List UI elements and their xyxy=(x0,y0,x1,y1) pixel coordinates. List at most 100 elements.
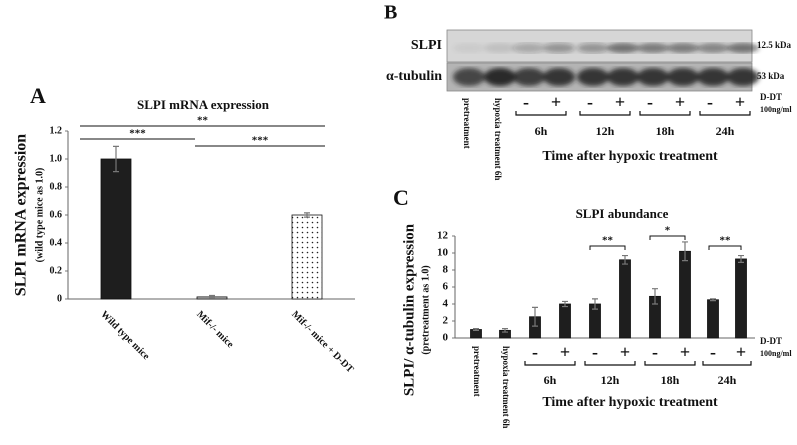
group-bracket xyxy=(515,111,567,116)
x-tick-label: + xyxy=(680,342,690,362)
blot-band xyxy=(607,68,639,86)
error-bar xyxy=(502,328,508,333)
group-bracket xyxy=(579,111,631,116)
blot-bands xyxy=(453,68,759,86)
group-label: 24h xyxy=(716,124,735,138)
bar xyxy=(707,299,719,339)
group-bracket xyxy=(702,361,752,366)
chart-title: SLPI abundance xyxy=(576,206,669,221)
error-bar xyxy=(682,241,688,262)
x-tick-label: - xyxy=(592,342,598,362)
blot-band xyxy=(697,68,729,86)
group-label: 18h xyxy=(656,124,675,138)
y-axis-label: SLPI mRNA expression xyxy=(13,134,30,296)
blot-band xyxy=(667,43,699,53)
x-tick-label: pretreatment xyxy=(472,346,482,397)
y-tick-label: 1.2 xyxy=(50,125,63,136)
blot-band xyxy=(453,43,485,53)
y-tick-label: 0 xyxy=(57,293,62,304)
significance-label: *** xyxy=(129,128,146,140)
blot-band xyxy=(607,43,639,53)
lane-label: pretreatment xyxy=(462,98,472,149)
bar xyxy=(100,158,132,300)
blot-band xyxy=(727,43,759,53)
x-axis-label: Time after hypoxic treatment xyxy=(542,395,718,410)
blot-bands xyxy=(453,43,759,53)
significance-line xyxy=(589,245,626,250)
significance-line xyxy=(708,245,742,250)
blot-band xyxy=(484,68,516,86)
group-bracket xyxy=(644,361,696,366)
significance-label: ** xyxy=(602,235,614,247)
error-bar xyxy=(738,254,744,263)
blot-band xyxy=(577,68,609,86)
blot-band xyxy=(513,43,545,53)
x-axis-label: Time after hypoxic treatment xyxy=(542,149,718,164)
significance-label: *** xyxy=(252,135,269,147)
lane-label: - xyxy=(707,92,713,112)
x-tick-label: Wild type mice xyxy=(98,309,152,363)
group-label: 12h xyxy=(601,373,620,387)
significance-label: ** xyxy=(197,115,209,127)
panel-label: A xyxy=(30,83,46,108)
group-label: 6h xyxy=(535,124,548,138)
lane-label: + xyxy=(615,92,625,112)
blot-band xyxy=(513,68,545,86)
bar xyxy=(735,258,747,339)
x-tick-label: - xyxy=(710,342,716,362)
blot-band xyxy=(637,43,669,53)
group-bracket xyxy=(699,111,751,116)
y-tick-label: 0.4 xyxy=(50,237,63,248)
bar xyxy=(291,214,323,300)
lane-label: + xyxy=(735,92,745,112)
x-tick-label: Mif-/- mice xyxy=(194,309,236,351)
error-bar xyxy=(532,306,538,327)
group-bracket xyxy=(524,361,576,366)
significance-line xyxy=(649,235,686,240)
blot-band xyxy=(667,68,699,86)
bar xyxy=(679,250,691,339)
x-tick-label: + xyxy=(736,342,746,362)
blot-band xyxy=(543,43,575,53)
y-tick-label: 1.0 xyxy=(50,153,63,164)
blot-band xyxy=(577,43,609,53)
x-tick-label: - xyxy=(652,342,658,362)
bar xyxy=(619,259,631,339)
y-tick-label: 6 xyxy=(443,281,449,293)
size-label: 53 kDa xyxy=(757,71,785,81)
dose-label: 100ng/ml xyxy=(760,349,792,358)
group-label: 24h xyxy=(718,373,737,387)
y-axis-sublabel: (wild type mice as 1.0) xyxy=(34,168,45,263)
size-label: 12.5 kDa xyxy=(757,40,792,50)
row-label: SLPI xyxy=(411,38,442,53)
lane-label: hypoxia treatment 6h xyxy=(493,98,503,180)
panel-label: B xyxy=(384,2,397,24)
lane-label: - xyxy=(523,92,529,112)
error-bar xyxy=(710,298,716,302)
treatment-label: D-DT xyxy=(760,336,782,346)
blot-band xyxy=(453,68,485,86)
lane-label: + xyxy=(675,92,685,112)
error-bar xyxy=(652,288,658,305)
significance-label: ** xyxy=(720,235,732,247)
y-tick-label: 0.2 xyxy=(50,265,63,276)
bar xyxy=(559,303,571,339)
blot-band xyxy=(697,43,729,53)
error-bar xyxy=(113,145,119,173)
group-bracket xyxy=(584,361,636,366)
panel-label: C xyxy=(393,185,409,210)
lane-label: - xyxy=(587,92,593,112)
group-label: 12h xyxy=(596,124,615,138)
error-bar xyxy=(473,328,479,331)
blot-band xyxy=(637,68,669,86)
y-tick-label: 0.6 xyxy=(50,209,63,220)
x-tick-label: hypoxia treatment 6h xyxy=(501,346,511,428)
error-bar xyxy=(592,298,598,310)
y-tick-label: 12 xyxy=(437,230,449,242)
lane-label: + xyxy=(551,92,561,112)
error-bar xyxy=(209,294,215,299)
group-label: 18h xyxy=(661,373,680,387)
y-tick-label: 0 xyxy=(443,332,449,344)
chart-title: SLPI mRNA expression xyxy=(137,97,270,112)
